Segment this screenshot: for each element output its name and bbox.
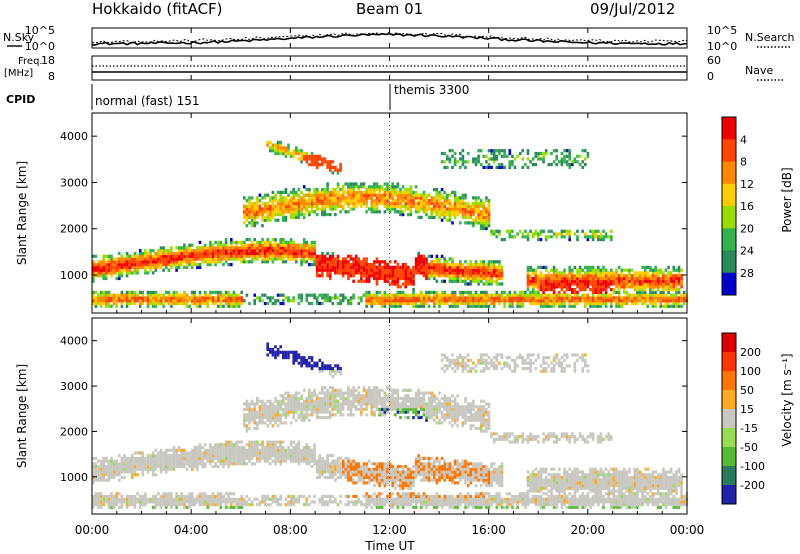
power-y-ticks: 1000 2000 3000 4000 — [60, 130, 687, 282]
power-colorbar: 4 8 12 16 20 24 28 — [721, 116, 754, 296]
colorbar-tick-label: 4 — [740, 133, 747, 146]
colorbar-swatch — [722, 466, 736, 486]
colorbar-tick-label: 15 — [740, 403, 754, 416]
cpid-segment-1: themis 3300 — [394, 83, 469, 97]
velocity-panel: 1000 2000 3000 4000 Slant Range [km] 200 100… — [15, 317, 794, 515]
colorbar-swatch — [722, 352, 736, 372]
colorbar-tick-label: -50 — [740, 441, 758, 454]
colorbar-tick-label: 12 — [740, 178, 754, 191]
power-ylabel: Slant Range [km] — [15, 161, 29, 265]
velocity-data-cells — [92, 342, 689, 509]
colorbar-swatch — [722, 371, 736, 391]
colorbar-swatch — [722, 183, 736, 207]
colorbar-tick-label: 28 — [740, 267, 754, 280]
nsearch-tick-bottom: 10^0 — [707, 40, 737, 53]
colorbar-swatch — [722, 272, 736, 296]
colorbar-tick-label: 24 — [740, 245, 754, 258]
x-axis-title: Time UT — [364, 539, 415, 553]
colorbar-swatch — [722, 485, 736, 505]
colorbar-swatch — [722, 161, 736, 185]
colorbar-swatch — [722, 228, 736, 251]
colorbar-swatch — [722, 333, 736, 353]
colorbar-swatch — [722, 117, 736, 140]
freq-label: Freq. — [18, 56, 43, 67]
colorbar-tick-label: 20 — [740, 222, 754, 235]
colorbar-tick-label: 50 — [740, 384, 754, 397]
velocity-colorbar: 200 100 50 15 -15 -50 -100 -200 — [721, 332, 765, 505]
y-tick-label: 2000 — [60, 425, 88, 438]
freq-unit-label: [MHz] — [4, 68, 33, 79]
station-title: Hokkaido (fitACF) — [92, 0, 223, 18]
power-panel: 1000 2000 3000 4000 Slant Range [km] 4 8 12 16… — [15, 112, 794, 314]
y-tick-label: 1000 — [60, 471, 88, 484]
nave-tick-bottom: 0 — [707, 70, 714, 83]
colorbar-tick-label: -200 — [740, 479, 765, 492]
nave-label: Nave — [745, 64, 773, 77]
y-tick-label: 3000 — [60, 380, 88, 393]
velocity-y-ticks: 1000 2000 3000 4000 — [60, 335, 687, 484]
x-tick-label: 08:00 — [273, 523, 308, 537]
nsky-tick-top: 10^5 — [25, 24, 55, 37]
freq-panel: Freq. [MHz] 18 8 60 0 Nave — [4, 54, 785, 83]
colorbar-swatch — [722, 447, 736, 467]
y-tick-label: 3000 — [60, 176, 88, 189]
freq-tick-top: 18 — [41, 54, 55, 67]
y-tick-label: 1000 — [60, 269, 88, 282]
nsky-panel: N.Sky 10^5 10^0 10^5 10^0 N.Search — [3, 24, 795, 53]
colorbar-swatch — [722, 206, 736, 229]
colorbar-tick-label: -15 — [740, 422, 758, 435]
colorbar-swatch — [722, 139, 736, 162]
x-tick-label: 00:00 — [670, 523, 705, 537]
nsearch-tick-top: 10^5 — [707, 24, 737, 37]
x-tick-label: 12:00 — [372, 523, 407, 537]
colorbar-swatch — [722, 390, 736, 410]
y-tick-label: 4000 — [60, 335, 88, 348]
y-tick-label: 4000 — [60, 130, 88, 143]
nsearch-label: N.Search — [745, 31, 795, 44]
beam-title: Beam 01 — [356, 0, 424, 18]
nsky-label: N.Sky — [3, 31, 35, 44]
cpid-label: CPID — [6, 93, 35, 106]
colorbar-tick-label: 100 — [740, 365, 761, 378]
colorbar-swatch — [722, 428, 736, 448]
colorbar-tick-label: -100 — [740, 460, 765, 473]
velocity-ylabel: Slant Range [km] — [15, 364, 29, 468]
velocity-colorbar-label: Velocity [m s⁻¹] — [780, 353, 794, 446]
x-tick-label: 04:00 — [174, 523, 209, 537]
x-tick-label: 00:00 — [75, 523, 110, 537]
x-tick-label: 16:00 — [471, 523, 506, 537]
colorbar-tick-label: 200 — [740, 346, 761, 359]
nave-tick-top: 60 — [707, 54, 721, 67]
freq-tick-bottom: 8 — [48, 70, 55, 83]
power-colorbar-label: Power [dB] — [780, 167, 794, 232]
x-axis: 00:00 04:00 08:00 12:00 16:00 20:00 00:00 — [75, 28, 705, 537]
power-data-cells — [92, 140, 689, 308]
cpid-row: CPID normal (fast) 151 themis 3300 — [6, 83, 469, 110]
colorbar-swatch — [722, 409, 736, 429]
cpid-segment-0: normal (fast) 151 — [95, 94, 199, 108]
date-title: 09/Jul/2012 — [590, 0, 676, 18]
nsky-tick-bottom: 10^0 — [25, 40, 55, 53]
x-tick-label: 20:00 — [571, 523, 606, 537]
colorbar-swatch — [722, 250, 736, 274]
y-tick-label: 2000 — [60, 223, 88, 236]
colorbar-tick-label: 8 — [740, 156, 747, 169]
colorbar-tick-label: 16 — [740, 200, 754, 213]
